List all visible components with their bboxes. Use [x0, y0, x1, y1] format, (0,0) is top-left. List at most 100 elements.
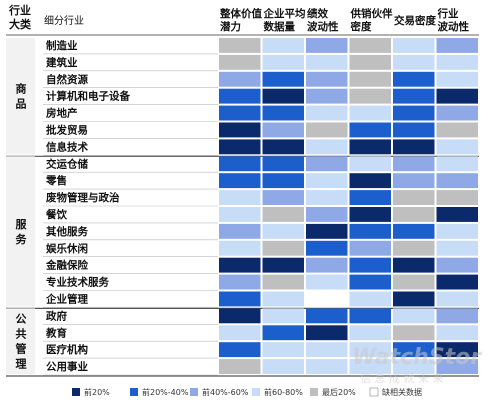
heatmap-cell	[219, 71, 261, 87]
heatmap-cell	[262, 223, 304, 239]
heatmap-cell	[436, 308, 478, 324]
heatmap-cell	[393, 342, 435, 358]
heatmap-cell	[436, 71, 478, 87]
row-label: 房地产	[46, 107, 78, 120]
heatmap-cell	[436, 274, 478, 290]
heatmap-cell	[349, 291, 391, 307]
heatmap-cell	[436, 207, 478, 222]
heatmap-cell	[219, 173, 261, 189]
heatmap-cell	[436, 342, 478, 358]
heatmap-cell	[219, 257, 261, 273]
heatmap-cell	[306, 173, 348, 189]
row-label: 建筑业	[45, 56, 78, 69]
heatmap-cell	[262, 257, 304, 273]
header-subcategory: 细分行业	[44, 14, 84, 27]
heatmap-cell	[349, 88, 391, 104]
heatmap-cell	[393, 38, 435, 53]
heatmap-cell	[436, 156, 478, 172]
heatmap-cell	[393, 207, 435, 222]
row-label: 信息技术	[46, 140, 88, 153]
heatmap-cell	[393, 359, 435, 374]
legend-label: 缺相关数据	[382, 387, 422, 397]
heatmap-cell	[262, 207, 304, 222]
group-label-0: 商品	[16, 82, 27, 111]
heatmap-cell	[262, 88, 304, 104]
heatmap-cell	[306, 308, 348, 324]
heatmap-cell	[349, 240, 391, 256]
heatmap-cell	[262, 71, 304, 87]
heatmap-cell	[349, 342, 391, 358]
column-header-3: 供销伙伴密度	[350, 7, 393, 33]
heatmap-cell	[349, 325, 391, 341]
heatmap-cell	[306, 223, 348, 239]
heatmap-cell	[306, 139, 348, 155]
heatmap-cell	[219, 207, 261, 222]
legend-swatch	[310, 388, 318, 396]
heatmap-cell	[219, 240, 261, 256]
heatmap-cell	[306, 257, 348, 273]
heatmap-cell	[219, 54, 261, 70]
heatmap-cell	[262, 139, 304, 155]
heatmap-cell	[349, 223, 391, 239]
watermark-subtext: 信 息 成 就 未 来	[360, 371, 443, 385]
legend-label: 最后20%	[322, 387, 356, 397]
heatmap-cell	[219, 190, 261, 205]
heatmap-cell	[219, 359, 261, 374]
row-label: 计算机和电子设备	[46, 90, 130, 103]
heatmap-cell	[393, 223, 435, 239]
column-header-1: 企业平均数据量	[263, 7, 306, 33]
heatmap-cell	[349, 274, 391, 290]
legend-label: 前20%-40%	[142, 387, 189, 397]
heatmap-cell	[306, 105, 348, 121]
legend-swatch	[190, 388, 198, 396]
heatmap-cell	[393, 71, 435, 87]
heatmap-cell	[436, 38, 478, 53]
heatmap-cell	[219, 274, 261, 290]
heatmap-cell	[436, 190, 478, 205]
heatmap-cell	[393, 308, 435, 324]
column-header-5: 行业波动性	[437, 7, 470, 33]
heatmap-cell	[436, 257, 478, 273]
heatmap-cell	[436, 139, 478, 155]
row-label: 制造业	[46, 39, 78, 52]
heatmap-cell	[262, 359, 304, 374]
heatmap-cell	[306, 122, 348, 138]
heatmap-cell	[436, 223, 478, 239]
heatmap-cell	[349, 156, 391, 172]
heatmap-cell	[349, 359, 391, 374]
legend-swatch	[369, 387, 379, 397]
heatmap-cell	[393, 105, 435, 121]
heatmap-cell	[393, 325, 435, 341]
row-label: 餐饮	[45, 208, 67, 221]
row-label: 政府	[46, 309, 67, 322]
heatmap-cell	[393, 257, 435, 273]
column-header-2: 绩效波动性	[307, 7, 339, 33]
row-label: 医疗机构	[46, 343, 88, 356]
heatmap-cell	[436, 173, 478, 189]
heatmap-cell	[436, 105, 478, 121]
group-label-1: 服务	[16, 218, 28, 246]
heatmap-cell	[349, 257, 391, 273]
heatmap-cell	[306, 207, 348, 222]
heatmap-cell	[393, 274, 435, 290]
row-label: 零售	[45, 174, 67, 187]
heatmap-cell	[393, 54, 435, 70]
heatmap-cell	[306, 88, 348, 104]
group-band-1	[6, 156, 35, 307]
heatmap-cell	[349, 190, 391, 205]
heatmap-cell	[349, 308, 391, 324]
heatmap-cell	[306, 38, 348, 53]
heatmap-cell	[349, 38, 391, 53]
heatmap-cell	[306, 342, 348, 358]
heatmap-cell	[306, 156, 348, 172]
row-label: 金融保险	[45, 259, 88, 272]
heatmap-cell	[393, 139, 435, 155]
heatmap-cell	[393, 291, 435, 307]
row-label: 自然资源	[46, 73, 88, 86]
heatmap-cell	[306, 54, 348, 70]
heatmap-cell	[219, 88, 261, 104]
heatmap-cell	[219, 38, 261, 53]
heatmap-cell	[306, 190, 348, 205]
heatmap-cell	[349, 105, 391, 121]
